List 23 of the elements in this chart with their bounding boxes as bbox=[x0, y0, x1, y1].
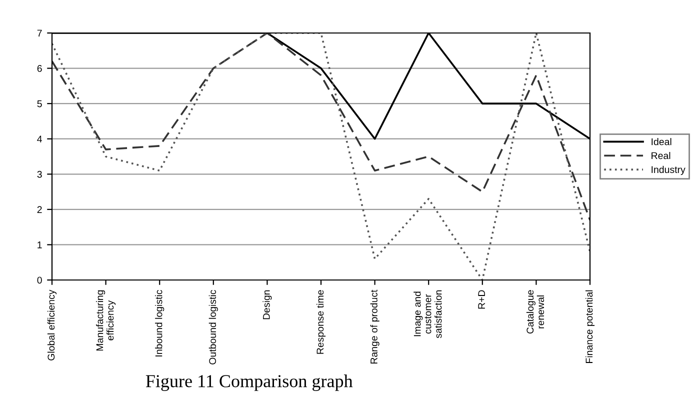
x-tick-label: Catalogue renewal bbox=[526, 290, 544, 334]
caption: Figure 11 Comparison graph bbox=[146, 374, 353, 391]
y-tick-label: 0 bbox=[37, 276, 42, 284]
x-tick-label: Image and customer satisfaction bbox=[414, 290, 442, 338]
y-tick-label: 6 bbox=[37, 65, 42, 72]
y-tick-label: 5 bbox=[37, 100, 42, 108]
x-tick-label: Design bbox=[262, 290, 272, 320]
x-tick-label: R+D bbox=[478, 290, 485, 309]
y-tick-label: 3 bbox=[37, 170, 42, 178]
y-tick-label: 7 bbox=[37, 30, 42, 37]
legend-label: Real bbox=[652, 152, 670, 160]
x-tick-label: Range of product bbox=[370, 290, 380, 364]
legend-label: Industry bbox=[652, 166, 686, 175]
x-tick-label: Finance potential bbox=[585, 290, 595, 363]
x-tick-label: Global efficiency bbox=[47, 290, 57, 360]
x-tick-label: Response time bbox=[316, 290, 326, 354]
y-tick-label: 1 bbox=[38, 242, 42, 248]
x-tick-label: Outbound logistic bbox=[208, 290, 218, 364]
y-tick-label: 2 bbox=[37, 206, 42, 213]
y-tick-label: 4 bbox=[37, 136, 42, 142]
legend-label: Ideal bbox=[652, 138, 672, 146]
x-tick-label: Inbound logistic bbox=[155, 290, 164, 356]
x-tick-label: Manufacturing efficiency bbox=[96, 290, 116, 351]
